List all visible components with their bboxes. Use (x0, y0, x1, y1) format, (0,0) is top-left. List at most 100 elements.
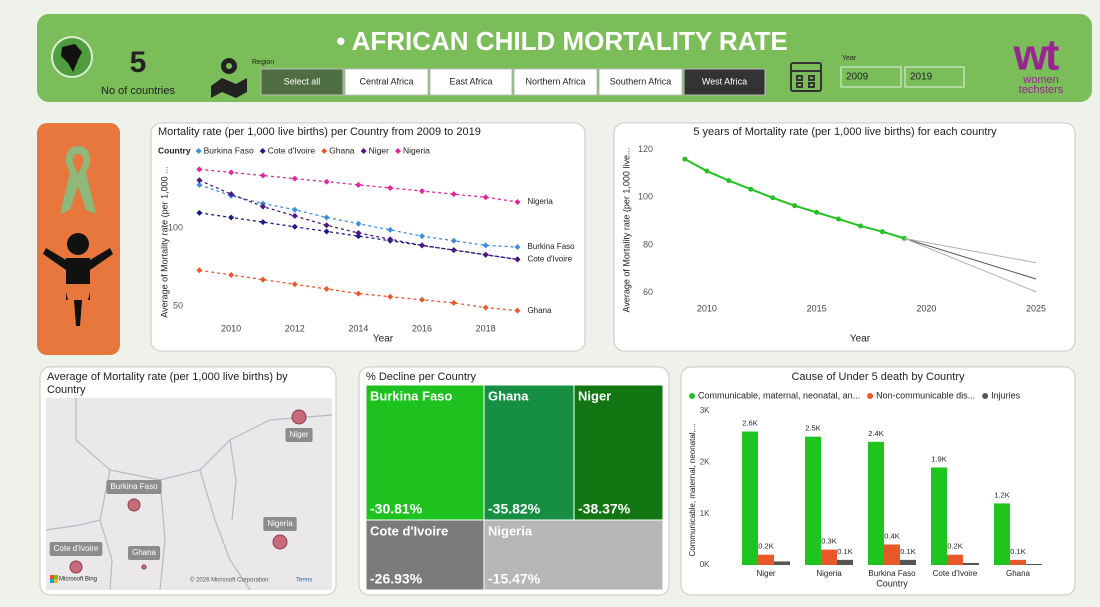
point[interactable] (291, 206, 298, 213)
bar[interactable] (1010, 559, 1026, 565)
point[interactable] (482, 251, 489, 258)
point[interactable] (291, 212, 298, 219)
point[interactable] (450, 247, 457, 254)
point[interactable] (482, 194, 489, 201)
bar[interactable] (742, 431, 758, 565)
point[interactable] (228, 191, 235, 198)
treemap-tile[interactable] (573, 384, 664, 521)
point[interactable] (323, 228, 330, 235)
point[interactable] (514, 243, 521, 250)
map-bubble[interactable] (291, 409, 307, 425)
bar[interactable] (758, 554, 774, 565)
point[interactable] (259, 219, 266, 226)
point[interactable] (259, 172, 266, 179)
bar[interactable] (821, 549, 837, 565)
point[interactable] (387, 293, 394, 300)
point[interactable] (228, 271, 235, 278)
legend-label: Injuries (991, 390, 1021, 400)
bar[interactable] (963, 562, 979, 565)
year-from-box[interactable] (840, 66, 902, 88)
point[interactable] (770, 195, 776, 201)
point[interactable] (196, 267, 203, 274)
bar[interactable] (994, 503, 1010, 565)
treemap-tile[interactable] (365, 519, 485, 591)
point[interactable] (259, 203, 266, 210)
point[interactable] (196, 209, 203, 216)
tile-value: -15.47% (488, 571, 541, 587)
bar[interactable] (837, 559, 853, 565)
treemap-tile[interactable] (365, 384, 485, 521)
map-bubble[interactable] (272, 534, 288, 550)
point[interactable] (355, 233, 362, 240)
point[interactable] (387, 226, 394, 233)
point[interactable] (355, 220, 362, 227)
region-button[interactable] (260, 68, 344, 96)
point[interactable] (259, 200, 266, 207)
point[interactable] (450, 299, 457, 306)
map-label: Burkina Faso (110, 482, 158, 491)
chart-title: 5 years of Mortality rate (per 1,000 liv… (693, 126, 997, 138)
region-button[interactable] (429, 68, 513, 96)
bar[interactable] (868, 441, 884, 565)
point[interactable] (291, 223, 298, 230)
map-bubble[interactable] (69, 560, 83, 574)
point[interactable] (482, 304, 489, 311)
bar[interactable] (884, 544, 900, 565)
point[interactable] (858, 223, 863, 229)
point[interactable] (196, 177, 203, 184)
region-button[interactable] (598, 68, 683, 96)
point[interactable] (814, 209, 820, 215)
point[interactable] (514, 198, 521, 205)
point[interactable] (419, 296, 426, 303)
point[interactable] (323, 178, 330, 185)
bar[interactable] (774, 561, 790, 565)
map-bubble[interactable] (127, 498, 141, 512)
point[interactable] (450, 191, 457, 198)
year-to-box[interactable] (904, 66, 965, 88)
point[interactable] (259, 276, 266, 283)
bar[interactable] (947, 554, 963, 565)
point[interactable] (196, 181, 203, 188)
point[interactable] (323, 214, 330, 221)
point[interactable] (419, 188, 426, 195)
map-label: Nigeria (267, 519, 293, 528)
point[interactable] (482, 242, 489, 249)
point[interactable] (682, 156, 688, 162)
treemap-tile[interactable] (483, 384, 575, 521)
point[interactable] (228, 214, 235, 221)
point[interactable] (748, 186, 754, 192)
bar[interactable] (805, 436, 821, 565)
point[interactable] (836, 216, 842, 222)
point[interactable] (291, 175, 298, 182)
point[interactable] (355, 230, 362, 237)
series-line (904, 237, 1037, 280)
point[interactable] (355, 290, 362, 297)
point[interactable] (323, 222, 330, 229)
point[interactable] (387, 236, 394, 243)
region-button[interactable] (683, 68, 766, 96)
point[interactable] (726, 178, 732, 184)
point[interactable] (514, 256, 521, 263)
point[interactable] (387, 184, 394, 191)
point[interactable] (450, 237, 457, 244)
point[interactable] (323, 285, 330, 292)
point[interactable] (291, 281, 298, 288)
bar[interactable] (931, 467, 947, 565)
point[interactable] (704, 168, 710, 174)
bar[interactable] (1026, 563, 1042, 565)
point[interactable] (419, 233, 426, 240)
point[interactable] (228, 169, 235, 176)
map-bubble[interactable] (141, 564, 147, 570)
bar[interactable] (900, 559, 916, 565)
region-button[interactable] (513, 68, 598, 96)
point[interactable] (355, 181, 362, 188)
treemap-tile[interactable] (483, 519, 664, 591)
point[interactable] (514, 307, 521, 314)
point[interactable] (419, 242, 426, 249)
region-button[interactable] (344, 68, 429, 96)
map-terms[interactable]: Terms (296, 578, 312, 584)
point[interactable] (879, 229, 885, 235)
point[interactable] (196, 166, 203, 173)
point[interactable] (792, 203, 798, 209)
end-label: Burkina Faso (527, 242, 575, 251)
